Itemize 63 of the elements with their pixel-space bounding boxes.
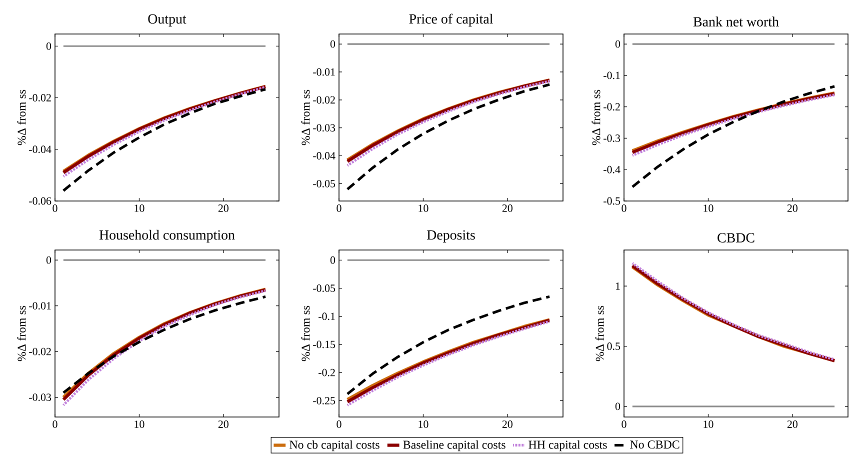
y-tick-label: -0.2 [318, 368, 335, 376]
y-tick-label: -0.4 [604, 166, 620, 174]
y-axis-title: %Δ from ss [301, 306, 310, 362]
legend-label: No CBDC [630, 440, 680, 449]
y-tick-label: -0.03 [29, 394, 52, 402]
x-tick-label: 0 [622, 420, 626, 428]
y-axis-title: %Δ from ss [301, 90, 310, 146]
x-tick-label: 20 [787, 420, 798, 428]
y-tick-label: -0.02 [313, 96, 335, 104]
y-tick-label: -0.04 [29, 146, 52, 154]
y-tick-label: -0.1 [318, 312, 335, 320]
y-axis-title: %Δ from ss [17, 306, 26, 362]
y-tick-label: -0.02 [29, 348, 51, 356]
x-tick-label: 10 [134, 204, 144, 212]
y-tick-label: -0.05 [313, 180, 336, 188]
x-tick-label: 0 [336, 420, 342, 428]
y-tick-label: 0 [615, 402, 620, 410]
chart-title: Deposits [427, 230, 475, 242]
chart-title: CBDC [718, 233, 754, 243]
chart-title: Price of capital [409, 14, 493, 26]
x-tick-label: 10 [704, 420, 714, 428]
x-tick-label: 10 [134, 420, 144, 428]
y-tick-label: -0.06 [29, 197, 52, 205]
y-tick-label: -0.01 [29, 302, 51, 310]
x-tick-label: 20 [787, 204, 798, 212]
x-tick-label: 20 [218, 420, 228, 428]
chart-title: Bank net worth [693, 16, 779, 27]
y-tick-label: 1 [616, 282, 620, 290]
y-tick-label: 0.5 [607, 342, 620, 350]
y-axis-title: %Δ from ss [595, 306, 604, 362]
y-tick-label: 0 [615, 40, 620, 48]
y-axis-title: %Δ from ss [17, 90, 26, 146]
x-tick-label: 0 [336, 204, 342, 212]
y-tick-label: -0.01 [313, 68, 335, 76]
x-tick-label: 10 [418, 204, 428, 212]
y-tick-label: -0.05 [313, 284, 336, 292]
chart-title: Household consumption [99, 230, 235, 242]
legend-label: HH capital costs [528, 440, 607, 452]
y-tick-label: 0 [330, 40, 336, 48]
y-tick-label: -0.3 [604, 134, 620, 142]
y-tick-label: 0 [330, 256, 336, 264]
y-tick-label: -0.1 [604, 72, 620, 80]
y-tick-label: 0 [46, 42, 52, 50]
y-tick-label: -0.15 [313, 340, 336, 348]
legend-label: No cb capital costs [290, 440, 380, 452]
y-tick-label: -0.04 [313, 152, 336, 160]
chart-title: Output [148, 14, 186, 26]
x-tick-label: 20 [218, 204, 228, 212]
x-tick-label: 10 [418, 420, 428, 428]
y-tick-label: -0.25 [313, 396, 336, 404]
x-tick-label: 0 [622, 204, 626, 212]
x-tick-label: 20 [502, 204, 512, 212]
x-tick-label: 10 [704, 204, 714, 212]
x-tick-label: 20 [502, 420, 512, 428]
legend-label: Baseline capital costs [403, 440, 506, 452]
y-tick-label: -0.02 [29, 94, 51, 102]
y-tick-label: -0.03 [313, 124, 336, 132]
x-tick-label: 0 [52, 204, 58, 212]
y-tick-label: -0.5 [604, 197, 620, 205]
y-axis-title: %Δ from ss [592, 90, 600, 146]
x-tick-label: 0 [52, 420, 58, 428]
y-tick-label: -0.2 [604, 103, 620, 111]
y-tick-label: 0 [46, 256, 52, 264]
